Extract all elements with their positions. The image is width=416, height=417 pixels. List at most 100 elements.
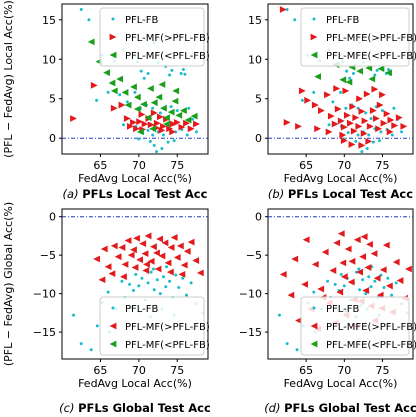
data-point: [165, 265, 169, 269]
chart-panel-1: 65 70 75 0 5 10 15 FedAvg Local Acc(%) (PFL − Fe…: [2, 0, 210, 201]
data-point: [163, 114, 170, 122]
legend-marker: [109, 322, 117, 330]
data-point: [180, 107, 187, 114]
data-point: [380, 119, 388, 127]
data-point: [356, 67, 363, 75]
data-point: [365, 137, 373, 145]
data-point: [172, 87, 180, 95]
data-point: [136, 118, 144, 126]
data-point: [141, 120, 149, 128]
x-tick-label: 70: [337, 364, 351, 377]
data-point: [366, 122, 374, 130]
data-point: [298, 87, 306, 95]
data-point: [120, 279, 124, 283]
legend-marker: [310, 340, 318, 348]
data-point: [183, 72, 187, 76]
x-axis-label: FedAvg Local Acc(%): [78, 172, 192, 185]
data-point: [358, 107, 366, 115]
data-point: [342, 87, 350, 95]
data-point: [383, 110, 391, 118]
data-point: [283, 119, 291, 126]
series-3: [87, 38, 198, 136]
data-point: [136, 256, 144, 264]
legend: PFL-FB PFL-MF(>PFL-FB) PFL-MF(<PFL-FB): [99, 7, 210, 67]
data-point: [375, 125, 383, 133]
data-point: [184, 293, 188, 297]
data-point: [167, 244, 175, 251]
y-axis-label: (PFL − FedAvg) Global Acc(%): [2, 202, 15, 366]
x-tick-label: 65: [299, 159, 313, 172]
data-point: [142, 267, 150, 274]
data-point: [128, 282, 132, 286]
data-point: [358, 288, 362, 292]
data-point: [295, 317, 302, 324]
data-point: [160, 104, 167, 112]
legend-marker: [111, 306, 115, 310]
data-point: [386, 276, 390, 280]
y-tick-label: 15: [248, 14, 262, 27]
data-point: [118, 244, 126, 251]
data-point: [173, 119, 181, 126]
data-point: [367, 275, 371, 279]
legend-label: PFL-FB: [125, 15, 159, 26]
data-point: [361, 278, 365, 282]
data-point: [348, 76, 352, 80]
data-point: [79, 342, 83, 346]
data-point: [156, 235, 163, 243]
data-point: [380, 109, 384, 113]
y-tick-label: 5: [49, 93, 56, 106]
data-point: [146, 85, 154, 92]
data-point: [178, 270, 186, 278]
data-point: [279, 6, 287, 13]
data-point: [118, 93, 122, 97]
data-point: [379, 91, 386, 99]
panel-caption: (b) PFLs Local Test Acc: [268, 187, 413, 201]
data-point: [181, 68, 185, 72]
legend-label: PFL-FB: [125, 304, 159, 315]
data-point: [377, 139, 381, 143]
data-point: [130, 119, 137, 126]
data-point: [346, 131, 350, 135]
data-point: [337, 230, 345, 238]
data-point: [149, 270, 153, 274]
x-tick-label: 65: [299, 364, 313, 377]
data-point: [382, 241, 390, 249]
data-point: [125, 100, 129, 104]
data-point: [167, 108, 175, 116]
data-point: [166, 140, 170, 144]
data-point: [146, 71, 150, 75]
data-point: [152, 143, 156, 147]
data-point: [181, 276, 185, 280]
data-point: [133, 90, 137, 94]
data-point: [375, 68, 379, 72]
data-point: [291, 255, 299, 263]
legend-label: PFL-MFE(>PFL-FB): [326, 33, 416, 44]
data-point: [327, 112, 335, 120]
panel-caption: (c) PFLs Global Test Acc: [59, 401, 211, 415]
data-point: [139, 69, 143, 73]
data-point: [161, 275, 165, 279]
data-point: [385, 282, 393, 290]
data-point: [376, 101, 384, 109]
data-point: [110, 242, 118, 250]
data-point: [176, 242, 184, 250]
plot-frame: [267, 3, 414, 155]
data-point: [177, 285, 181, 289]
data-point: [321, 248, 329, 256]
data-point: [394, 281, 398, 285]
data-point: [360, 150, 364, 154]
data-point: [390, 293, 394, 297]
chart-panel-3: 65 70 75 0 −5 −10 −15 FedAvg Local Acc(%) (PFL −…: [2, 202, 211, 415]
data-point: [331, 120, 339, 128]
data-point: [372, 115, 380, 122]
data-point: [164, 259, 172, 267]
data-point: [392, 258, 400, 266]
data-point: [147, 121, 155, 129]
legend-label: PFL-MF(>PFL-FB): [125, 33, 210, 44]
data-point: [325, 128, 333, 136]
legend-marker: [312, 306, 316, 310]
data-point: [140, 100, 147, 108]
data-point: [116, 75, 124, 83]
data-point: [370, 250, 378, 258]
data-point: [133, 234, 140, 242]
